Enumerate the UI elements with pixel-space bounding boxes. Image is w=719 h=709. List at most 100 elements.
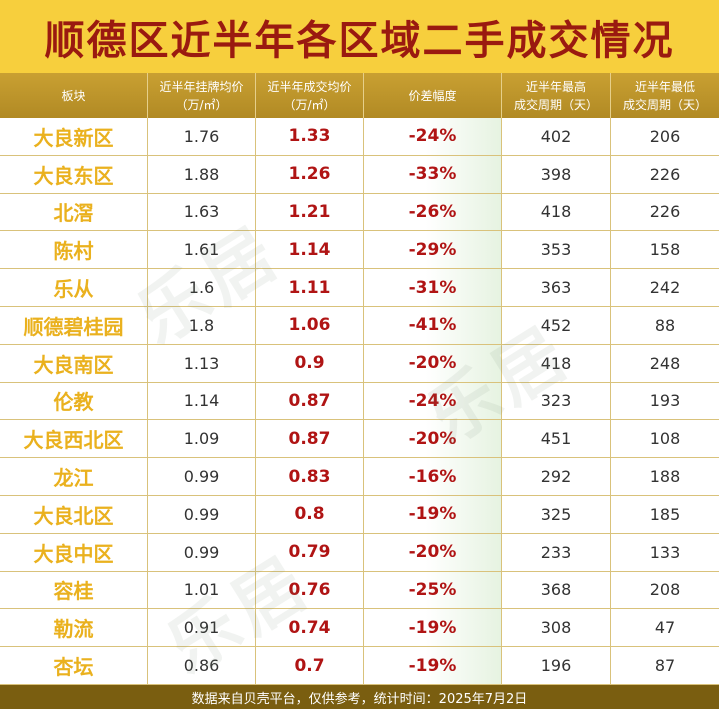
table-row: 陈村 1.61 1.14 -29% 353 158: [0, 231, 719, 270]
header-min-cycle: 近半年最低 成交周期（天）: [611, 73, 719, 118]
cell-min-cycle: 208: [649, 580, 681, 600]
cell-listing-price: 1.8: [148, 306, 256, 344]
cell-plate: 大良西北区: [0, 420, 148, 458]
cell-min-cycle: 248: [649, 353, 681, 373]
cell-price-diff: -19%: [364, 647, 502, 684]
header-max-line2: 成交周期（天）: [513, 97, 598, 112]
cell-deal-price: 0.87: [256, 420, 364, 458]
cell-listing-price: 0.91: [148, 609, 256, 647]
cell-max-cycle: 418: [502, 344, 611, 382]
cell-deal-price: 1.33: [256, 118, 364, 155]
cell-max-cycle: 398: [502, 155, 611, 193]
cell-listing-price: 1.14: [148, 382, 256, 420]
cell-plate: 大良北区: [0, 495, 148, 533]
cell-deal-price: 0.76: [256, 571, 364, 609]
cell-price-diff: -25%: [364, 571, 502, 609]
table-body: 大良新区 1.76 1.33 -24% 402 206 大良东区 1.88 1.26 -33% 39…: [0, 118, 719, 685]
cell-deal-price: 0.79: [256, 533, 364, 571]
header-max-cycle: 近半年最高 成交周期（天）: [502, 73, 611, 118]
table-row: 龙江 0.99 0.83 -16% 292 188: [0, 458, 719, 496]
cell-listing-price: 0.99: [148, 458, 256, 495]
cell-plate: 容桂: [0, 571, 148, 609]
table-row: 乐从 1.6 1.11 -31% 363 242: [0, 269, 719, 307]
cell-min-cycle: 133: [649, 542, 681, 562]
header-diff: 价差幅度: [364, 73, 502, 118]
table-row: 顺德碧桂园 1.8 1.06 -41% 452 88: [0, 306, 719, 345]
header-plate: 板块: [0, 73, 148, 118]
cell-max-cycle: 418: [502, 193, 611, 231]
cell-max-cycle: 325: [502, 495, 611, 533]
cell-max-cycle: 402: [502, 118, 611, 155]
cell-plate: 陈村: [0, 231, 148, 269]
header-min-line1: 近半年最低: [634, 79, 695, 94]
cell-deal-price: 0.83: [256, 458, 364, 495]
table-header: 板块 近半年挂牌均价 （万/㎡） 近半年成交均价 （万/㎡） 价差幅度 近半年最…: [0, 73, 719, 118]
cell-min-cycle: 108: [649, 429, 681, 449]
table-row: 大良西北区 1.09 0.87 -20% 451 108: [0, 420, 719, 459]
cell-listing-price: 1.13: [148, 344, 256, 382]
cell-listing-price: 0.99: [148, 533, 256, 571]
cell-plate: 伦教: [0, 382, 148, 420]
cell-deal-price: 1.21: [256, 193, 364, 231]
table-row: 北滘 1.63 1.21 -26% 418 226: [0, 193, 719, 232]
cell-min-cycle: 87: [654, 656, 676, 676]
cell-deal-price: 0.74: [256, 609, 364, 647]
cell-price-diff: -41%: [364, 306, 502, 344]
cell-price-diff: -19%: [364, 495, 502, 533]
cell-min-cycle: 206: [649, 126, 681, 146]
cell-plate: 大良中区: [0, 533, 148, 571]
cell-price-diff: -33%: [364, 155, 502, 193]
table-row: 大良北区 0.99 0.8 -19% 325 185: [0, 495, 719, 534]
cell-min-cycle: 226: [649, 164, 681, 184]
header-min-line2: 成交周期（天）: [622, 97, 707, 112]
cell-min-cycle: 47: [654, 618, 676, 638]
cell-max-cycle: 363: [502, 269, 611, 306]
cell-max-cycle: 368: [502, 571, 611, 609]
cell-price-diff: -20%: [364, 420, 502, 458]
cell-plate: 北滘: [0, 193, 148, 231]
page-title: 顺德区近半年各区域二手成交情况: [44, 17, 675, 64]
cell-price-diff: -31%: [364, 269, 502, 306]
header-plate-line: 板块: [61, 88, 86, 103]
cell-deal-price: 1.26: [256, 155, 364, 193]
cell-listing-price: 1.61: [148, 231, 256, 269]
cell-max-cycle: 292: [502, 458, 611, 495]
header-deal-line1: 近半年成交均价: [267, 79, 352, 94]
cell-max-cycle: 323: [502, 382, 611, 420]
cell-listing-price: 1.88: [148, 155, 256, 193]
cell-listing-price: 1.09: [148, 420, 256, 458]
table-row: 大良中区 0.99 0.79 -20% 233 133: [0, 533, 719, 572]
table-row: 大良新区 1.76 1.33 -24% 402 206: [0, 118, 719, 156]
cell-min-cycle: 185: [649, 504, 681, 524]
cell-plate: 大良东区: [0, 155, 148, 193]
header-listing: 近半年挂牌均价 （万/㎡）: [148, 73, 256, 118]
header-deal-line2: （万/㎡）: [283, 97, 336, 112]
cell-plate: 龙江: [0, 458, 148, 495]
cell-min-cycle: 193: [649, 391, 681, 411]
cell-max-cycle: 233: [502, 533, 611, 571]
cell-min-cycle: 158: [649, 240, 681, 260]
table-row: 杏坛 0.86 0.7 -19% 196 87: [0, 647, 719, 685]
cell-price-diff: -20%: [364, 533, 502, 571]
cell-listing-price: 0.86: [148, 647, 256, 684]
table-row: 伦教 1.14 0.87 -24% 323 193: [0, 382, 719, 421]
title-bar: 顺德区近半年各区域二手成交情况: [0, 0, 719, 73]
cell-price-diff: -19%: [364, 609, 502, 647]
cell-min-cycle: 226: [649, 202, 681, 222]
cell-max-cycle: 308: [502, 609, 611, 647]
cell-max-cycle: 196: [502, 647, 611, 684]
header-max-line1: 近半年最高: [525, 79, 586, 94]
cell-listing-price: 0.99: [148, 495, 256, 533]
cell-listing-price: 1.63: [148, 193, 256, 231]
cell-deal-price: 0.8: [256, 495, 364, 533]
table-row: 容桂 1.01 0.76 -25% 368 208: [0, 571, 719, 610]
header-diff-line: 价差幅度: [408, 88, 457, 103]
header-deal: 近半年成交均价 （万/㎡）: [256, 73, 364, 118]
cell-price-diff: -20%: [364, 344, 502, 382]
footer-note: 数据来自贝壳平台，仅供参考，统计时间：2025年7月2日: [0, 685, 719, 709]
cell-deal-price: 0.7: [256, 647, 364, 684]
cell-min-cycle: 242: [649, 278, 681, 298]
cell-price-diff: -16%: [364, 458, 502, 495]
cell-listing-price: 1.6: [148, 269, 256, 306]
table-row: 大良南区 1.13 0.9 -20% 418 248: [0, 344, 719, 383]
